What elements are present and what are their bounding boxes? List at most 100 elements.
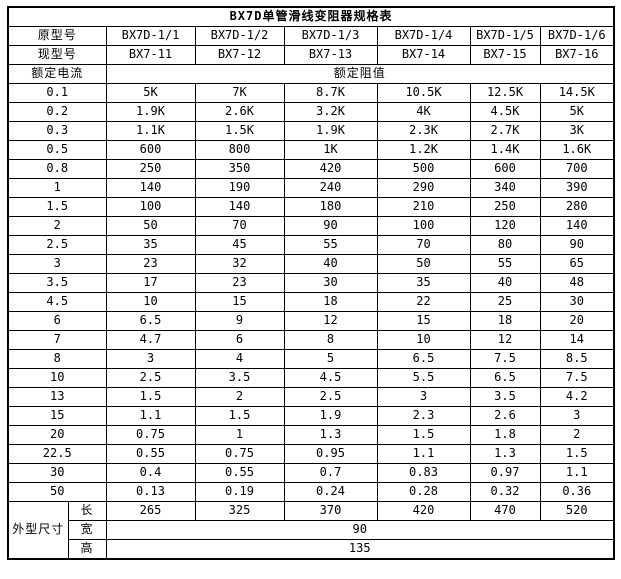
- resistance-value: 14: [539, 330, 615, 350]
- resistance-value: 4.5: [283, 368, 378, 388]
- resistance-value: 40: [283, 254, 378, 274]
- rated-current-value: 15: [7, 406, 107, 426]
- resistance-value: 23: [105, 254, 196, 274]
- table-row: 0.5 600 800 1K 1.2K 1.4K 1.6K: [7, 140, 615, 160]
- resistance-value: 0.83: [376, 463, 471, 483]
- table-row: 0.3 1.1K 1.5K 1.9K 2.3K 2.7K 3K: [7, 121, 615, 141]
- resistance-value: 0.19: [194, 482, 285, 502]
- rated-resistance-label: 额定阻值: [105, 64, 615, 84]
- resistance-value: 1.4K: [469, 140, 541, 160]
- original-model: BX7D-1/3: [283, 26, 378, 46]
- rated-current-value: 2: [7, 216, 107, 236]
- table-row: 0.1 5K 7K 8.7K 10.5K 12.5K 14.5K: [7, 83, 615, 103]
- resistance-value: 9: [194, 311, 285, 331]
- resistance-value: 100: [105, 197, 196, 217]
- resistance-value: 2.3: [376, 406, 471, 426]
- table-row: 8 3 4 5 6.5 7.5 8.5: [7, 349, 615, 369]
- resistance-value: 15: [376, 311, 471, 331]
- resistance-value: 50: [376, 254, 471, 274]
- resistance-value: 2.3K: [376, 121, 471, 141]
- length-value: 370: [283, 501, 378, 521]
- original-model: BX7D-1/4: [376, 26, 471, 46]
- rated-current-value: 0.8: [7, 159, 107, 179]
- resistance-value: 10: [376, 330, 471, 350]
- resistance-value: 2.6K: [194, 102, 285, 122]
- resistance-value: 35: [105, 235, 196, 255]
- spec-table: BX7D单管滑线变阻器规格表 原型号 BX7D-1/1 BX7D-1/2 BX7…: [7, 6, 616, 560]
- resistance-value: 1.5K: [194, 121, 285, 141]
- resistance-value: 1.5: [105, 387, 196, 407]
- table-row: 6 6.5 9 12 15 18 20: [7, 311, 615, 331]
- title-row: BX7D单管滑线变阻器规格表: [7, 6, 615, 27]
- rated-current-value: 2.5: [7, 235, 107, 255]
- resistance-value: 700: [539, 159, 615, 179]
- resistance-value: 90: [283, 216, 378, 236]
- original-model: BX7D-1/6: [539, 26, 615, 46]
- resistance-value: 7K: [194, 83, 285, 103]
- table-row: 1 140 190 240 290 340 390: [7, 178, 615, 198]
- rated-current-value: 0.3: [7, 121, 107, 141]
- rated-current-value: 22.5: [7, 444, 107, 464]
- current-model: BX7-13: [283, 45, 378, 65]
- table-row: 30 0.4 0.55 0.7 0.83 0.97 1.1: [7, 463, 615, 483]
- table-row: 1.5 100 140 180 210 250 280: [7, 197, 615, 217]
- table-row: 0.2 1.9K 2.6K 3.2K 4K 4.5K 5K: [7, 102, 615, 122]
- height-label: 高: [67, 539, 107, 560]
- resistance-value: 120: [469, 216, 541, 236]
- resistance-value: 55: [283, 235, 378, 255]
- resistance-value: 6.5: [376, 349, 471, 369]
- resistance-value: 140: [539, 216, 615, 236]
- resistance-value: 55: [469, 254, 541, 274]
- resistance-value: 2.5: [283, 387, 378, 407]
- rated-current-value: 1: [7, 178, 107, 198]
- table-row: 3 23 32 40 50 55 65: [7, 254, 615, 274]
- current-model: BX7-16: [539, 45, 615, 65]
- original-model: BX7D-1/1: [105, 26, 196, 46]
- resistance-value: 1.2K: [376, 140, 471, 160]
- rated-current-value: 8: [7, 349, 107, 369]
- resistance-value: 4.7: [105, 330, 196, 350]
- resistance-value: 4.2: [539, 387, 615, 407]
- length-label: 长: [67, 501, 107, 521]
- resistance-value: 1.5: [376, 425, 471, 445]
- rated-current-value: 6: [7, 311, 107, 331]
- resistance-value: 1: [194, 425, 285, 445]
- resistance-value: 600: [105, 140, 196, 160]
- length-value: 265: [105, 501, 196, 521]
- table-row: 15 1.1 1.5 1.9 2.3 2.6 3: [7, 406, 615, 426]
- rated-current-value: 13: [7, 387, 107, 407]
- resistance-value: 30: [283, 273, 378, 293]
- width-label: 宽: [67, 520, 107, 540]
- table-row: 10 2.5 3.5 4.5 5.5 6.5 7.5: [7, 368, 615, 388]
- resistance-value: 18: [469, 311, 541, 331]
- original-model-row: 原型号 BX7D-1/1 BX7D-1/2 BX7D-1/3 BX7D-1/4 …: [7, 26, 615, 46]
- original-model: BX7D-1/2: [194, 26, 285, 46]
- resistance-value: 1.5: [539, 444, 615, 464]
- current-model: BX7-14: [376, 45, 471, 65]
- rated-current-value: 0.2: [7, 102, 107, 122]
- resistance-value: 290: [376, 178, 471, 198]
- rated-current-value: 20: [7, 425, 107, 445]
- rated-current-value: 10: [7, 368, 107, 388]
- rated-current-value: 1.5: [7, 197, 107, 217]
- resistance-value: 35: [376, 273, 471, 293]
- resistance-value: 500: [376, 159, 471, 179]
- resistance-value: 5.5: [376, 368, 471, 388]
- resistance-value: 45: [194, 235, 285, 255]
- rated-current-value: 0.5: [7, 140, 107, 160]
- resistance-value: 4: [194, 349, 285, 369]
- resistance-rows: 0.1 5K 7K 8.7K 10.5K 12.5K 14.5K 0.2 1.9K 2.6K 3.2…: [7, 83, 615, 502]
- resistance-value: 7.5: [469, 349, 541, 369]
- resistance-value: 70: [194, 216, 285, 236]
- resistance-value: 250: [105, 159, 196, 179]
- resistance-value: 2.7K: [469, 121, 541, 141]
- page: BX7D单管滑线变阻器规格表 原型号 BX7D-1/1 BX7D-1/2 BX7…: [7, 6, 616, 560]
- resistance-value: 390: [539, 178, 615, 198]
- resistance-value: 210: [376, 197, 471, 217]
- resistance-value: 3.2K: [283, 102, 378, 122]
- resistance-value: 40: [469, 273, 541, 293]
- resistance-value: 1.1: [105, 406, 196, 426]
- resistance-value: 17: [105, 273, 196, 293]
- resistance-value: 6.5: [105, 311, 196, 331]
- resistance-value: 0.75: [194, 444, 285, 464]
